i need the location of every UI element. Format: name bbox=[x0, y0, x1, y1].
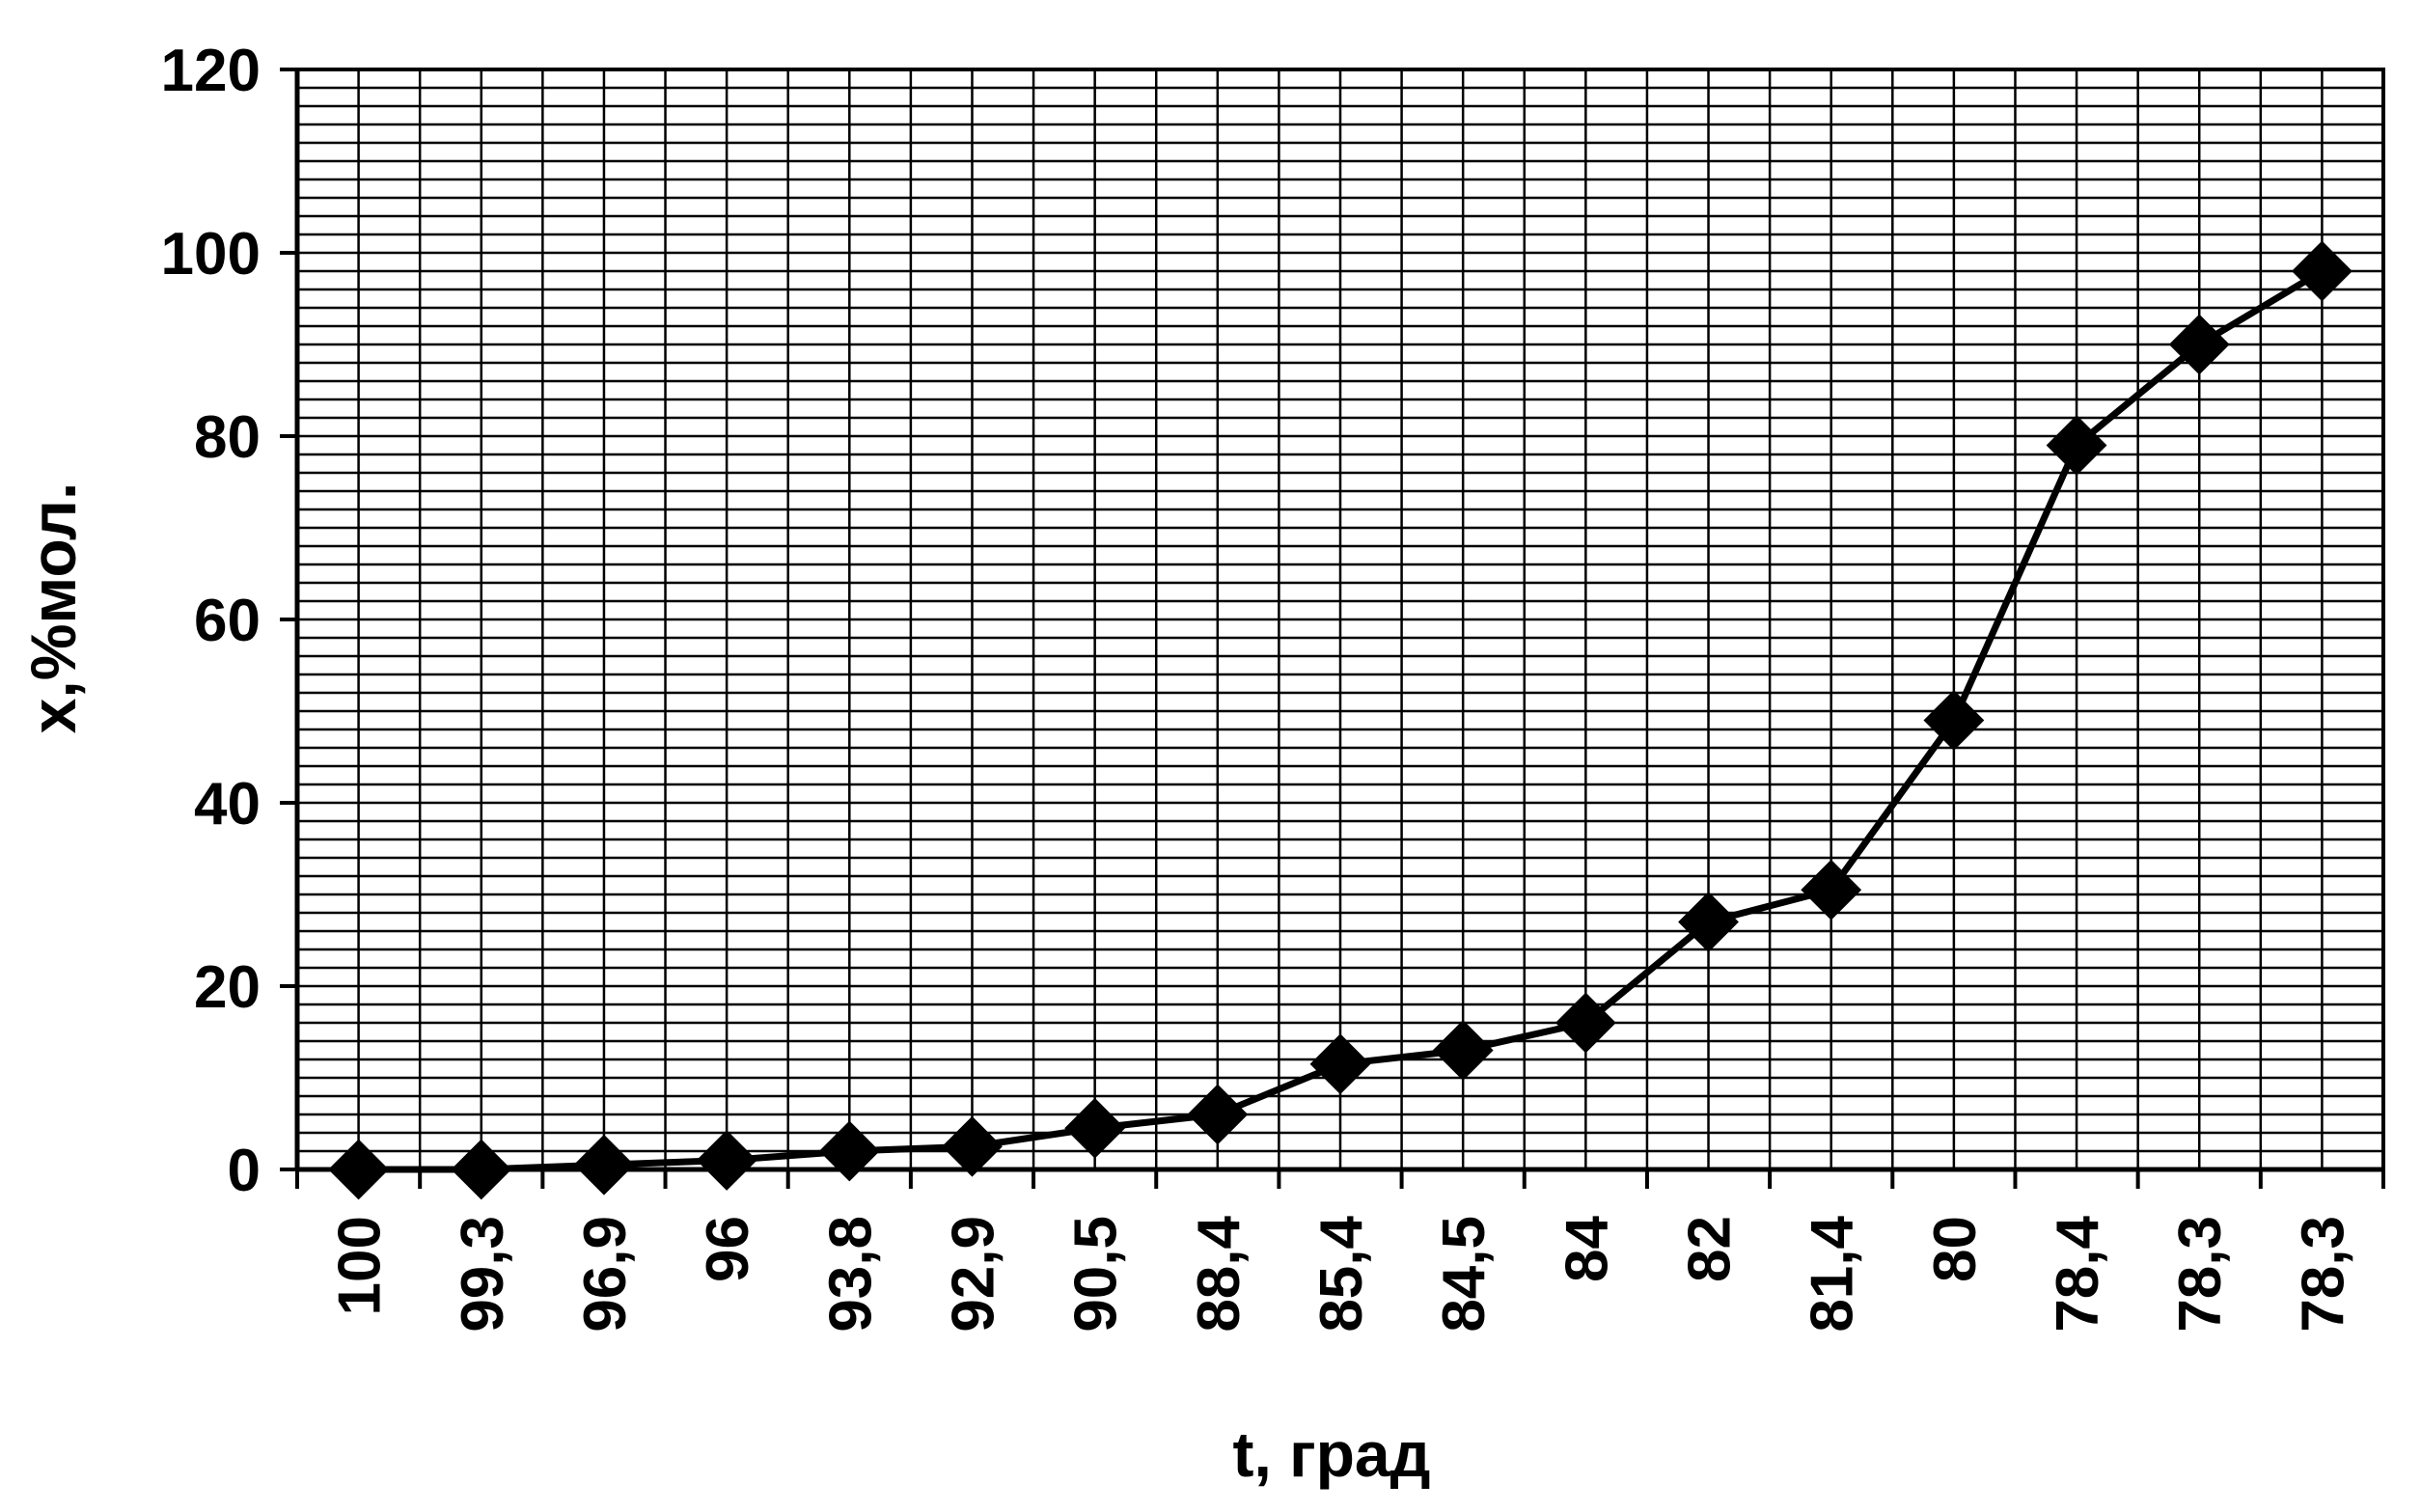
data-point-marker bbox=[573, 1134, 635, 1196]
data-point-marker bbox=[1064, 1097, 1126, 1159]
data-point-marker bbox=[2168, 314, 2230, 375]
x-tick-label: 82 bbox=[1677, 1216, 1744, 1282]
x-tick-label: 88,4 bbox=[1186, 1215, 1252, 1332]
data-point-marker bbox=[2291, 240, 2352, 302]
x-tick-label: 84,5 bbox=[1431, 1216, 1498, 1333]
y-tick-label: 0 bbox=[228, 1138, 261, 1204]
x-tick-label: 96,9 bbox=[572, 1216, 639, 1333]
x-tick-label: 99,3 bbox=[450, 1216, 516, 1333]
data-point-marker bbox=[2046, 415, 2107, 476]
data-point-marker bbox=[1678, 892, 1739, 952]
x-tick-label: 92,9 bbox=[940, 1216, 1006, 1333]
data-point-marker bbox=[1309, 1033, 1371, 1095]
data-series bbox=[328, 240, 2352, 1200]
y-tick-label: 60 bbox=[194, 588, 261, 654]
data-point-marker bbox=[1187, 1084, 1249, 1145]
y-tick-label: 100 bbox=[161, 221, 261, 288]
y-tick-label: 120 bbox=[161, 38, 261, 104]
x-tick-label: 96 bbox=[695, 1216, 761, 1282]
data-point-marker bbox=[942, 1115, 1003, 1177]
x-tick-label: 100 bbox=[327, 1216, 394, 1315]
y-axis-ticks: 0 20 40 60 80 100 120 bbox=[161, 38, 297, 1204]
data-point-marker bbox=[1801, 859, 1862, 921]
y-axis-title: x,%мол. bbox=[17, 482, 89, 734]
x-tick-label: 78,4 bbox=[2045, 1215, 2111, 1332]
x-tick-label: 80 bbox=[1922, 1216, 1989, 1282]
data-point-marker bbox=[1923, 690, 1985, 751]
x-tick-label: 84 bbox=[1554, 1215, 1620, 1281]
x-axis-title: t, град bbox=[1232, 1418, 1430, 1490]
data-point-marker bbox=[818, 1120, 880, 1182]
grid bbox=[295, 68, 2385, 1171]
y-tick-label: 80 bbox=[194, 404, 261, 471]
x-tick-label: 93,8 bbox=[817, 1216, 884, 1333]
y-tick-label: 20 bbox=[194, 954, 261, 1021]
x-tick-label: 78,3 bbox=[2167, 1216, 2234, 1333]
data-point-marker bbox=[451, 1139, 512, 1200]
data-point-marker bbox=[696, 1130, 757, 1191]
x-axis-ticks: 100 99,3 96,9 96 93,8 92,9 90,5 88,4 85,4 84,5 84 8… bbox=[295, 1169, 2385, 1333]
data-point-marker bbox=[328, 1139, 390, 1200]
x-tick-label: 81,4 bbox=[1800, 1215, 1866, 1332]
data-point-marker bbox=[1432, 1020, 1494, 1081]
x-tick-label: 85,4 bbox=[1308, 1215, 1375, 1332]
x-tick-label: 78,3 bbox=[2290, 1216, 2356, 1333]
x-tick-label: 90,5 bbox=[1063, 1216, 1130, 1333]
data-point-marker bbox=[1554, 992, 1616, 1054]
y-tick-label: 40 bbox=[194, 771, 261, 838]
